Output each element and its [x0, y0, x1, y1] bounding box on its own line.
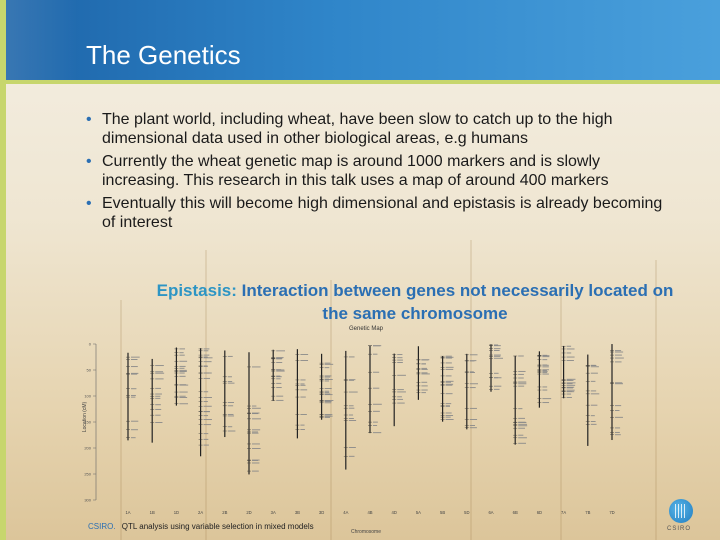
slide-title: The Genetics [86, 40, 241, 70]
chromosome-label: 2D [246, 510, 251, 515]
bullet-text: Eventually this will become high dimensi… [102, 195, 663, 231]
chromosome-label: 5B [440, 510, 445, 515]
chromosome-label: 3A [271, 510, 276, 515]
chromosome-label: 7A [561, 510, 566, 515]
epistasis-definition: Interaction between genes not necessaril… [241, 281, 674, 323]
genetic-map-y-ticks: 0 50 100 150 200 250 300 [84, 342, 96, 503]
left-accent-strip [0, 0, 6, 540]
footer: CSIRO. QTL analysis using variable selec… [88, 522, 314, 531]
chromosome-label: 1A [125, 510, 130, 515]
footer-text: QTL analysis using variable selection in… [121, 522, 314, 531]
chromosome-label: 7B [585, 510, 590, 515]
title-bar-accent [6, 0, 78, 80]
title-divider [6, 80, 720, 84]
footer-brand: CSIRO. [88, 522, 116, 531]
chromosome-label: 6B [513, 510, 518, 515]
y-tick-label: 50 [87, 368, 92, 373]
bullet-icon: • [86, 111, 92, 128]
chromosome-label: 2B [222, 510, 227, 515]
epistasis-keyword: Epistasis: [156, 281, 237, 300]
bullet-text: Currently the wheat genetic map is aroun… [102, 153, 609, 189]
y-tick-label: 150 [84, 420, 91, 425]
genetic-map-xlabel: Chromosome [351, 529, 381, 535]
chromosome-label: 1D [174, 510, 179, 515]
chromosome-label: 6A [488, 510, 493, 515]
y-tick-label: 0 [89, 342, 92, 347]
genetic-map-ylabel: Location (cM) [82, 402, 88, 433]
chromosome-label: 4D [392, 510, 397, 515]
title-bar [6, 0, 720, 80]
chromosome-label: 6D [537, 510, 542, 515]
csiro-logo-icon [669, 499, 693, 523]
genetic-map-chromosomes: 1A 1B 1D 2A 2B 2D 3A 3B 3D 4A 4B 4D 5A 5B 5D 6A 6B 6D 7A 7B… [125, 344, 624, 515]
chromosome-label: 1B [150, 510, 155, 515]
y-tick-label: 250 [84, 472, 91, 477]
bullet-list: • The plant world, including wheat, have … [84, 110, 674, 236]
y-tick-label: 200 [84, 446, 91, 451]
genetic-map-figure: Genetic Map Location (cM) Chromosome 0 50… [82, 326, 624, 535]
chromosome-label: 5D [464, 510, 469, 515]
y-tick-label: 300 [84, 498, 91, 503]
csiro-logo-text: CSIRO [667, 526, 692, 532]
bullet-item: • Eventually this will become high dimens… [84, 194, 674, 232]
bullet-text: The plant world, including wheat, have b… [102, 111, 613, 147]
bullet-item: • Currently the wheat genetic map is arou… [84, 152, 674, 190]
chromosome-label: 7D [609, 510, 614, 515]
genetic-map-title: Genetic Map [349, 326, 384, 332]
chromosome-label: 5A [416, 510, 421, 515]
epistasis-callout: Epistasis: Interaction between genes not… [150, 279, 680, 325]
chromosome-label: 4B [367, 510, 372, 515]
bullet-icon: • [86, 153, 92, 170]
bullet-item: • The plant world, including wheat, have … [84, 110, 674, 148]
bullet-icon: • [86, 195, 92, 212]
y-tick-label: 100 [84, 394, 91, 399]
chromosome-label: 4A [343, 510, 348, 515]
chromosome-label: 3B [295, 510, 300, 515]
chromosome-label: 2A [198, 510, 203, 515]
chromosome-label: 3D [319, 510, 324, 515]
